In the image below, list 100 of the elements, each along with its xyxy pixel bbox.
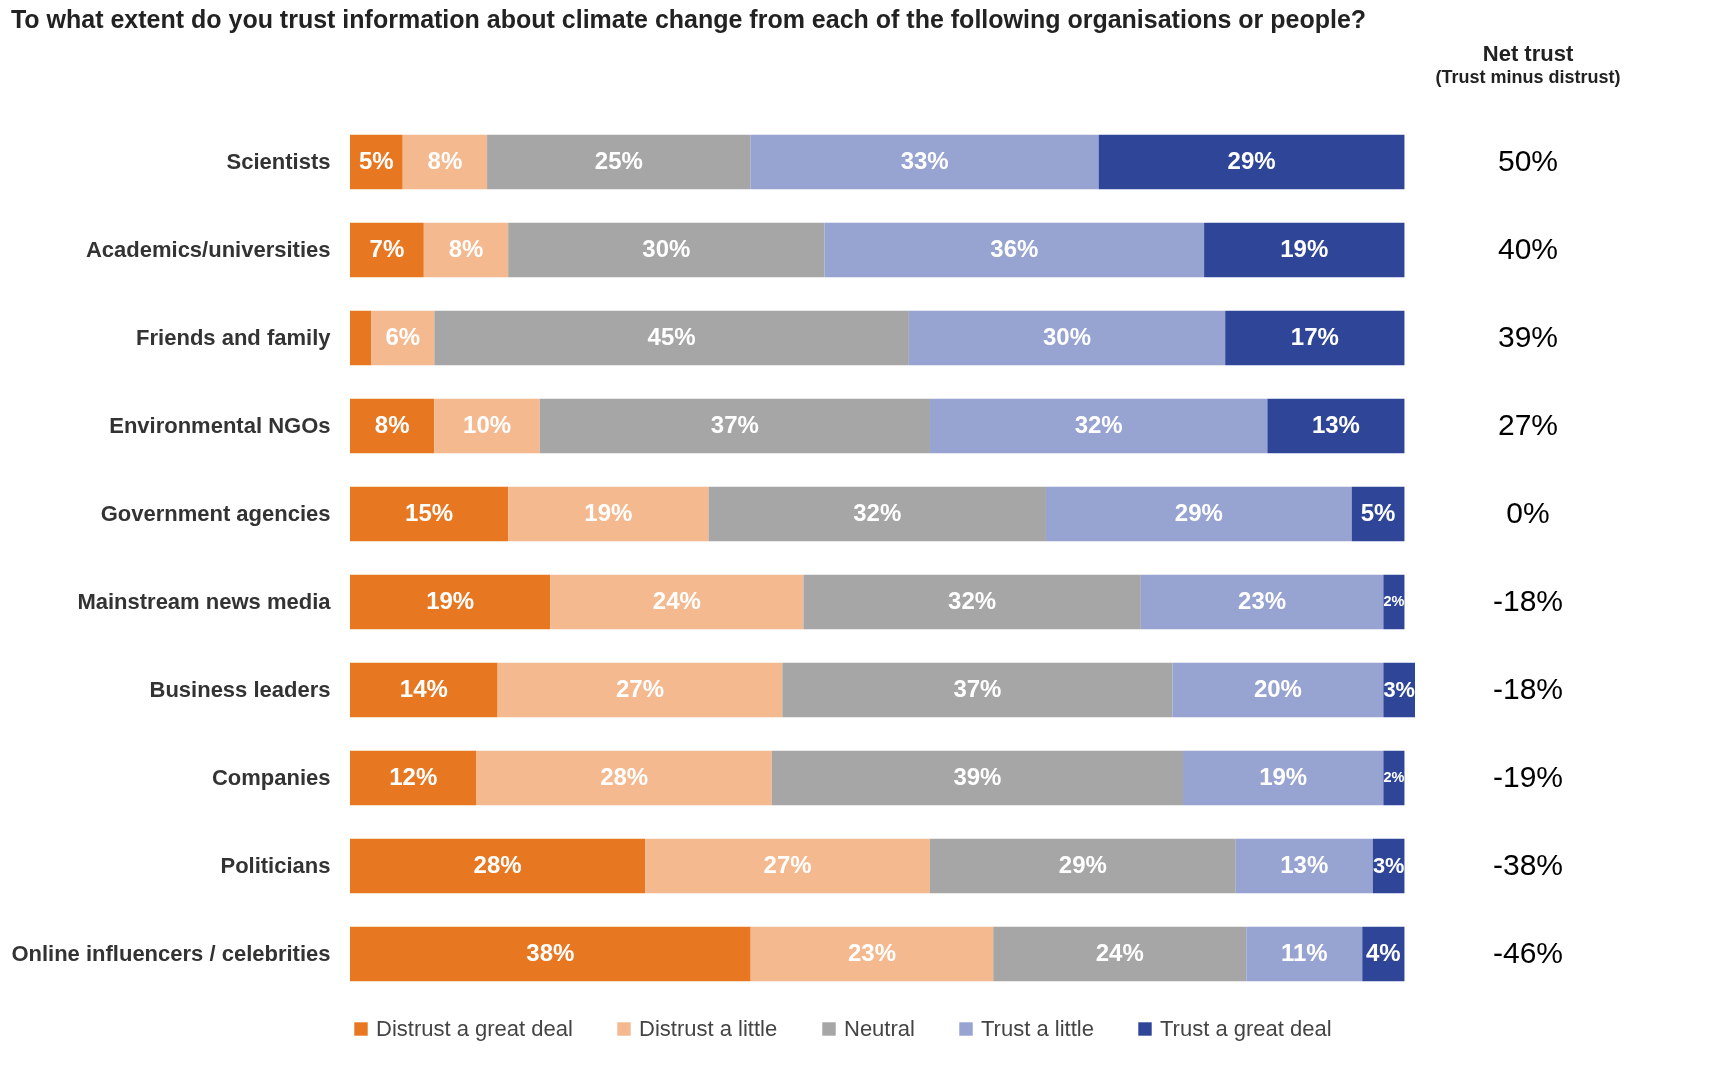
bar	[1183, 750, 1384, 806]
data-label: 7%	[369, 235, 405, 262]
data-label: 45%	[647, 323, 696, 350]
data-label: 8%	[374, 411, 410, 438]
bar	[1172, 662, 1384, 718]
data-label: 4%	[1366, 939, 1401, 966]
bar	[929, 398, 1268, 454]
legend-label: Trust a great deal	[1160, 1016, 1332, 1041]
data-label: 28%	[473, 851, 522, 878]
y-tick-label: Politicians	[220, 853, 331, 878]
legend-label: Trust a little	[981, 1016, 1094, 1041]
bar	[434, 310, 909, 366]
data-label: 36%	[990, 235, 1039, 262]
data-label: 37%	[953, 675, 1002, 702]
data-label: 32%	[948, 587, 997, 614]
bar	[508, 486, 709, 542]
data-label: 32%	[853, 499, 902, 526]
bar	[771, 750, 1184, 806]
bar	[350, 662, 498, 718]
legend-label: Distrust a little	[639, 1016, 778, 1041]
text: Net trust	[1482, 41, 1574, 66]
chart-title: To what extent do you trust information about climate change from each of the following organisations or people?	[10, 5, 1367, 33]
data-label: 23%	[847, 939, 896, 966]
text: 0%	[1506, 496, 1550, 529]
text: 27%	[1497, 408, 1559, 441]
y-tick-label: Government agencies	[100, 501, 331, 526]
bar	[497, 662, 783, 718]
bar	[350, 398, 435, 454]
data-label: 23%	[1238, 587, 1287, 614]
data-label: 8%	[448, 235, 484, 262]
data-label: 15%	[405, 499, 454, 526]
bar	[750, 926, 994, 982]
data-label: 28%	[600, 763, 649, 790]
bar	[1235, 838, 1373, 894]
bar	[645, 838, 930, 894]
data-label: 13%	[1280, 851, 1329, 878]
bar	[539, 398, 930, 454]
data-label: 38%	[526, 939, 575, 966]
data-label: 3%	[1372, 853, 1405, 878]
data-label: 29%	[1174, 499, 1223, 526]
bar	[1246, 926, 1363, 982]
data-label: 5%	[1360, 499, 1396, 526]
text: 50%	[1497, 144, 1559, 177]
data-label: 37%	[710, 411, 759, 438]
bar	[1140, 574, 1384, 630]
bar	[550, 574, 804, 630]
text: 40%	[1497, 232, 1559, 265]
bar	[1204, 222, 1405, 278]
bar	[782, 662, 1173, 718]
bar	[824, 222, 1205, 278]
y-tick-label: Scientists	[226, 149, 331, 174]
bar	[487, 134, 751, 190]
bar	[350, 926, 751, 982]
bar	[423, 222, 509, 278]
data-label: 6%	[385, 323, 421, 350]
data-label: 29%	[1058, 851, 1107, 878]
text: -18%	[1492, 672, 1564, 705]
bar	[402, 134, 488, 190]
bar	[350, 486, 509, 542]
data-label: 12%	[389, 763, 438, 790]
data-label: 24%	[652, 587, 701, 614]
bar	[1098, 134, 1405, 190]
bar	[434, 398, 540, 454]
data-label: 2%	[1383, 593, 1405, 609]
legend-label: Neutral	[844, 1016, 915, 1041]
data-label: 10%	[463, 411, 512, 438]
data-label: 32%	[1074, 411, 1123, 438]
data-label: 33%	[900, 147, 949, 174]
bar	[476, 750, 772, 806]
data-label: 19%	[584, 499, 633, 526]
y-tick-label: Environmental NGOs	[109, 413, 331, 438]
bar	[993, 926, 1247, 982]
data-label: 19%	[1259, 763, 1308, 790]
data-label: 3%	[1383, 677, 1415, 702]
bar	[1045, 486, 1352, 542]
bar	[1225, 310, 1405, 366]
data-label: 13%	[1311, 411, 1360, 438]
data-label: 19%	[426, 587, 475, 614]
data-label: 11%	[1280, 939, 1328, 966]
data-label: 27%	[615, 675, 664, 702]
y-tick-label: Mainstream news media	[77, 589, 332, 614]
y-tick-label: Companies	[211, 765, 331, 790]
bar	[750, 134, 1099, 190]
data-label: 14%	[399, 675, 448, 702]
bar	[929, 838, 1236, 894]
data-label: 8%	[427, 147, 463, 174]
text: (Trust minus distrust)	[1435, 67, 1621, 87]
y-tick-label: Online influencers / celebrities	[11, 941, 331, 966]
text: -38%	[1492, 848, 1564, 881]
data-label: 29%	[1227, 147, 1276, 174]
data-label: 27%	[763, 851, 812, 878]
data-label: 30%	[642, 235, 691, 262]
data-label: 5%	[359, 147, 394, 174]
data-label: 24%	[1095, 939, 1144, 966]
text: -19%	[1492, 760, 1564, 793]
data-label: 20%	[1253, 675, 1302, 702]
data-label: 25%	[594, 147, 643, 174]
data-label: 19%	[1280, 235, 1329, 262]
data-label: 2%	[1383, 769, 1405, 785]
data-label: 17%	[1290, 323, 1339, 350]
